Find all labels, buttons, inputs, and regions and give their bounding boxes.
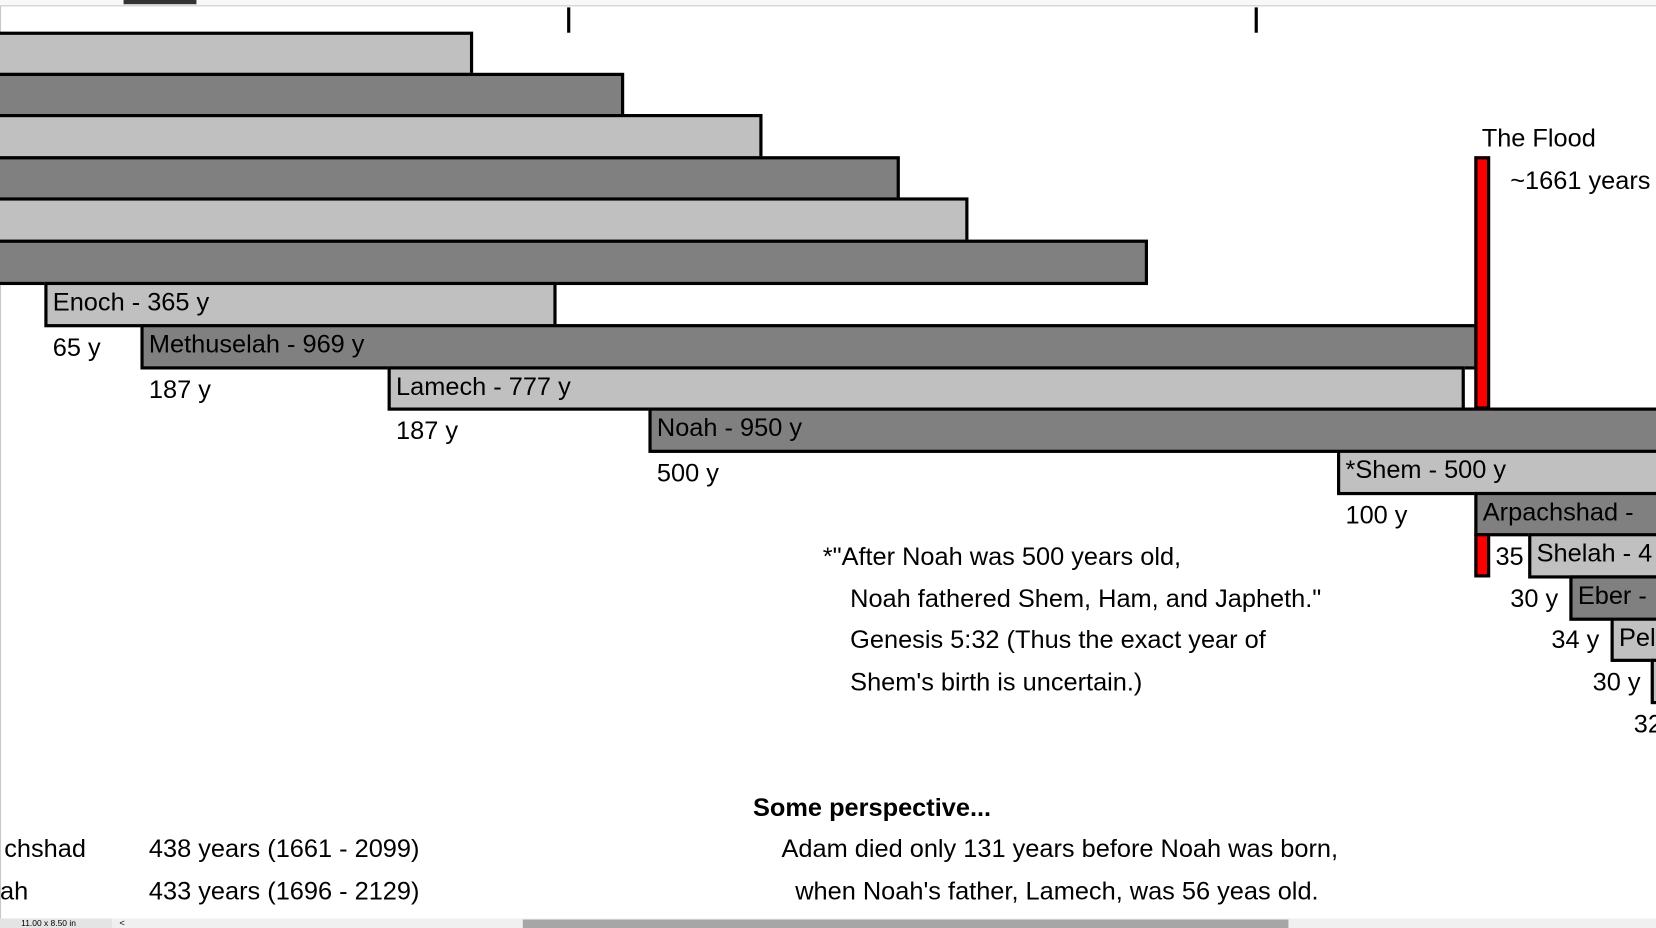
- offset-label: 32: [1633, 710, 1656, 739]
- flood-marker-small: [1474, 533, 1491, 578]
- table-cell-name: chshad: [4, 835, 86, 864]
- offset-label: 500 y: [656, 459, 719, 488]
- bar-label: *Shem - 500 y: [1345, 456, 1507, 485]
- offset-label: 35: [1495, 542, 1524, 572]
- offset-label: 100 y: [1345, 501, 1408, 530]
- timeline-tick: [1254, 7, 1258, 33]
- bar-label: Enoch - 365 y: [52, 288, 210, 317]
- offset-label: 30 y: [1510, 584, 1559, 614]
- lifespan-bar: [0, 72, 625, 118]
- bar-label: Pel: [1619, 623, 1656, 653]
- bar-arpachshad: Arpachshad -: [1474, 491, 1656, 537]
- timeline-tick: [567, 7, 571, 33]
- lifespan-bar: [0, 156, 900, 201]
- bar-label: Methuselah - 969 y: [148, 330, 365, 359]
- bar-enoch: Enoch - 365 y: [44, 281, 557, 328]
- table-cell-span: 438 years (1661 - 2099): [148, 835, 420, 864]
- bar-label: Lamech - 777 y: [396, 372, 571, 402]
- ruler-marker[interactable]: [123, 0, 197, 5]
- flood-year: ~1661 years: [1510, 166, 1651, 196]
- page-edge: [0, 6, 2, 919]
- footnote-line: *"After Noah was 500 years old,: [822, 542, 1182, 572]
- flood-marker: [1474, 156, 1491, 410]
- footnote-line: Genesis 5:32 (Thus the exact year of: [850, 626, 1266, 655]
- offset-label: 65 y: [52, 333, 101, 363]
- horizontal-scrollbar-thumb[interactable]: [522, 919, 1289, 928]
- bar-shem: *Shem - 500 y: [1337, 449, 1656, 496]
- perspective-line: when Noah's father, Lamech, was 56 yeas …: [795, 877, 1319, 906]
- bar-label: Noah - 950 y: [656, 413, 803, 443]
- bar-lamech: Lamech - 777 y: [387, 366, 1465, 411]
- offset-label: 187 y: [396, 417, 459, 446]
- table-cell-name: ah: [0, 877, 29, 906]
- footnote-line: Noah fathered Shem, Ham, and Japheth.": [850, 584, 1322, 614]
- footnote-line: Shem's birth is uncertain.): [850, 668, 1143, 697]
- lifespan-bar: [0, 239, 1148, 286]
- offset-label: 34 y: [1551, 626, 1600, 655]
- perspective-heading: Some perspective...: [752, 793, 992, 823]
- bar-peleg: Pel: [1610, 617, 1656, 662]
- bar-eber: Eber -: [1569, 575, 1656, 621]
- status-bar: 11.00 x 8.50 in <: [0, 918, 1656, 928]
- bar-shelah: Shelah - 4: [1528, 533, 1656, 579]
- bar-label: Arpachshad -: [1482, 498, 1634, 527]
- bar-label: Eber -: [1577, 581, 1647, 611]
- bar-noah: Noah - 950 y: [648, 407, 1656, 453]
- offset-label: 30 y: [1592, 668, 1641, 697]
- scroll-left-button[interactable]: <: [119, 917, 125, 928]
- lifespan-bar: [0, 31, 474, 77]
- bar-label: Shelah - 4: [1536, 539, 1653, 568]
- page-size-label: 11.00 x 8.50 in: [0, 918, 112, 928]
- bar-methuselah: Methuselah - 969 y: [140, 324, 1478, 370]
- offset-label: 187 y: [148, 375, 211, 405]
- flood-title: The Flood: [1481, 124, 1596, 154]
- lifespan-bar: [0, 197, 969, 243]
- ruler: [0, 0, 1656, 7]
- bar-next: [1650, 658, 1656, 705]
- table-cell-span: 433 years (1696 - 2129): [148, 877, 420, 906]
- perspective-line: Adam died only 131 years before Noah was…: [781, 835, 1339, 864]
- lifespan-bar: [0, 114, 763, 160]
